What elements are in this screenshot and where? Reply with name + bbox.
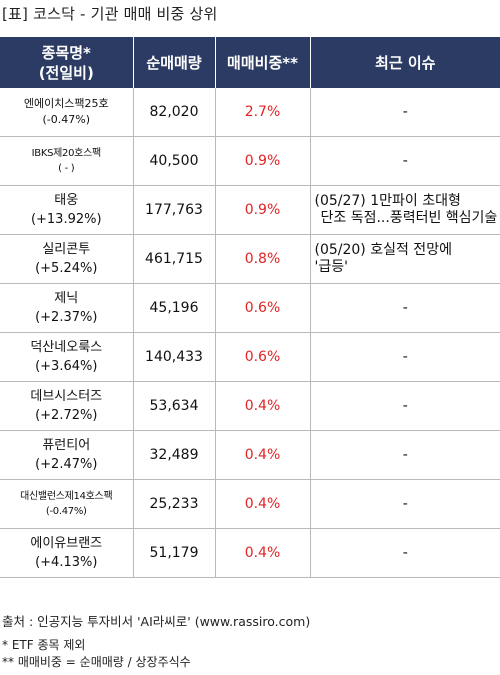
stock-change: (+5.24%) [35,261,98,276]
net-volume-cell: 461,715 [133,234,216,284]
issue-cell: - [310,283,500,333]
footnote-ratio: ** 매매비중 = 순매매량 / 상장주식수 [2,655,191,669]
ratio-cell: 0.4% [215,479,311,529]
ratio-cell: 0.9% [215,136,311,186]
table-row: 에이유브랜즈 (+4.13%) 51,179 0.4% - [0,528,500,578]
stock-change: (+4.13%) [35,555,98,570]
stock-change: (-0.47%) [45,506,87,517]
stock-change: (+2.72%) [35,408,98,423]
stock-change: (+13.92%) [30,212,102,227]
stock-name-cell: 대신밸런스제14호스팩 (-0.47%) [0,479,134,529]
stock-name: 제닉 [54,291,79,306]
header-ratio: 매매비중** [215,37,311,88]
stock-name-cell: 엔에이치스팩25호 (-0.47%) [0,88,134,137]
stock-change: (+2.47%) [35,457,98,472]
table-row: 퓨런티어 (+2.47%) 32,489 0.4% - [0,430,500,480]
issue-line: - [402,152,408,169]
stock-name: 엔에이치스팩25호 [23,97,109,110]
net-volume-cell: 177,763 [133,185,216,235]
table-header-row: 종목명* (전일비) 순매매량 매매비중** 최근 이슈 [0,37,500,88]
issue-cell: - [310,381,500,431]
stock-name: 실리콘투 [42,242,91,257]
ratio-cell: 0.6% [215,332,311,382]
issue-line: (05/20) 호실적 전망에 [314,242,452,258]
issue-cell: - [310,136,500,186]
net-volume-cell: 53,634 [133,381,216,431]
stock-change: ( - ) [58,163,75,174]
table-row: 덕산네오룩스 (+3.64%) 140,433 0.6% - [0,332,500,382]
ratio-cell: 0.6% [215,283,311,333]
issue-cell: - [310,479,500,529]
stock-change: (-0.47%) [42,113,91,126]
header-name-line1: 종목명* [41,43,91,62]
net-volume-cell: 32,489 [133,430,216,480]
issue-line: 단조 독점...풍력터빈 핵심기술 [320,210,498,226]
stock-name: 데브시스터즈 [30,389,103,404]
table-row: 태웅 (+13.92%) 177,763 0.9% (05/27) 1만파이 초대형 단조… [0,185,500,235]
issue-cell: - [310,528,500,578]
ratio-cell: 0.4% [215,430,311,480]
table-row: 데브시스터즈 (+2.72%) 53,634 0.4% - [0,381,500,431]
net-volume-cell: 82,020 [133,88,216,137]
stock-name-cell: 덕산네오룩스 (+3.64%) [0,332,134,382]
stock-name: 에이유브랜즈 [30,536,103,551]
net-volume-cell: 40,500 [133,136,216,186]
table-row: IBKS제20호스팩 ( - ) 40,500 0.9% - [0,136,500,186]
issue-line: (05/27) 1만파이 초대형 [314,193,461,209]
stock-name: IBKS제20호스팩 [31,148,102,159]
stock-name-cell: 실리콘투 (+5.24%) [0,234,134,284]
ratio-cell: 0.8% [215,234,311,284]
stock-name: 덕산네오룩스 [30,340,103,355]
issue-cell: (05/27) 1만파이 초대형 단조 독점...풍력터빈 핵심기술 [310,185,500,235]
net-volume-cell: 140,433 [133,332,216,382]
issue-cell: - [310,88,500,137]
stock-name: 태웅 [54,193,79,208]
issue-line: - [402,348,408,365]
header-issue: 최근 이슈 [310,37,500,88]
page-title: [표] 코스닥 - 기관 매매 비중 상위 [2,5,218,23]
ratio-cell: 2.7% [215,88,311,137]
stock-name: 대신밸런스제14호스팩 [20,491,113,502]
stock-name-cell: IBKS제20호스팩 ( - ) [0,136,134,186]
issue-line: - [402,446,408,463]
header-net-volume: 순매매량 [133,37,216,88]
issue-line: - [402,103,408,120]
issue-line: - [402,544,408,561]
table-row: 실리콘투 (+5.24%) 461,715 0.8% (05/20) 호실적 전망에 '급… [0,234,500,284]
stock-name-cell: 데브시스터즈 (+2.72%) [0,381,134,431]
net-volume-cell: 45,196 [133,283,216,333]
ratio-cell: 0.9% [215,185,311,235]
stock-name-cell: 에이유브랜즈 (+4.13%) [0,528,134,578]
stock-name-cell: 태웅 (+13.92%) [0,185,134,235]
stock-change: (+2.37%) [35,310,98,325]
table-row: 제닉 (+2.37%) 45,196 0.6% - [0,283,500,333]
issue-line: - [402,397,408,414]
issue-line: - [402,299,408,316]
stock-name: 퓨런티어 [42,438,91,453]
source-note: 출처 : 인공지능 투자비서 'AI라씨로' (www.rassiro.com) [2,614,311,629]
issue-cell: - [310,332,500,382]
stock-name-cell: 제닉 (+2.37%) [0,283,134,333]
net-volume-cell: 51,179 [133,528,216,578]
stock-change: (+3.64%) [35,359,98,374]
ranking-table: 종목명* (전일비) 순매매량 매매비중** 최근 이슈 엔에이치스팩25호 (-… [0,37,500,578]
issue-cell: - [310,430,500,480]
issue-line: '급등' [314,259,348,275]
ratio-cell: 0.4% [215,381,311,431]
ratio-cell: 0.4% [215,528,311,578]
net-volume-cell: 25,233 [133,479,216,529]
issue-cell: (05/20) 호실적 전망에 '급등' [310,234,500,284]
header-name: 종목명* (전일비) [0,37,134,88]
table-row: 엔에이치스팩25호 (-0.47%) 82,020 2.7% - [0,88,500,137]
stock-name-cell: 퓨런티어 (+2.47%) [0,430,134,480]
header-name-line2: (전일비) [38,63,94,82]
footnote-etf: * ETF 종목 제외 [2,638,86,652]
table-row: 대신밸런스제14호스팩 (-0.47%) 25,233 0.4% - [0,479,500,529]
issue-line: - [402,495,408,512]
